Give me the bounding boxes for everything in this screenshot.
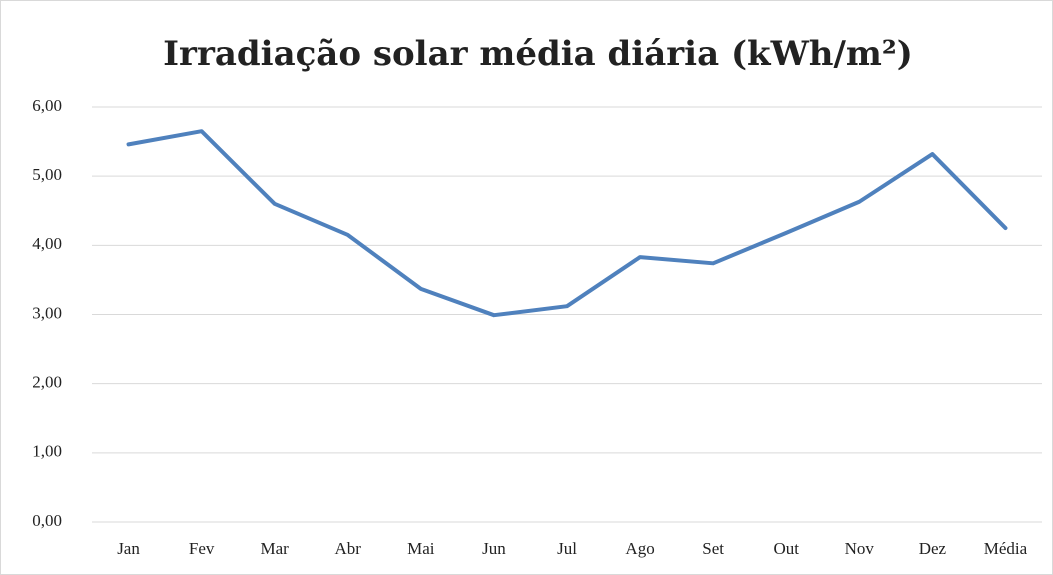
- x-tick-label: Jan: [117, 539, 140, 558]
- y-tick-label: 5,00: [32, 165, 62, 184]
- y-tick-label: 6,00: [32, 96, 62, 115]
- y-tick-label: 0,00: [32, 511, 62, 530]
- x-tick-label: Média: [984, 539, 1028, 558]
- x-tick-label: Ago: [625, 539, 654, 558]
- x-tick-label: Nov: [845, 539, 875, 558]
- y-tick-label: 1,00: [32, 442, 62, 461]
- y-tick-label: 4,00: [32, 234, 62, 253]
- x-tick-label: Jun: [482, 539, 506, 558]
- x-tick-label: Mai: [407, 539, 435, 558]
- x-tick-label: Out: [773, 539, 799, 558]
- y-tick-label: 2,00: [32, 373, 62, 392]
- x-tick-label: Abr: [335, 539, 362, 558]
- x-tick-label: Fev: [189, 539, 215, 558]
- x-tick-label: Set: [702, 539, 724, 558]
- x-tick-label: Mar: [261, 539, 290, 558]
- chart-title: Irradiação solar média diária (kWh/m²): [163, 34, 913, 74]
- line-series: [126, 129, 1008, 318]
- x-tick-label: Dez: [919, 539, 947, 558]
- y-tick-label: 3,00: [32, 303, 62, 322]
- x-tick-label: Jul: [557, 539, 577, 558]
